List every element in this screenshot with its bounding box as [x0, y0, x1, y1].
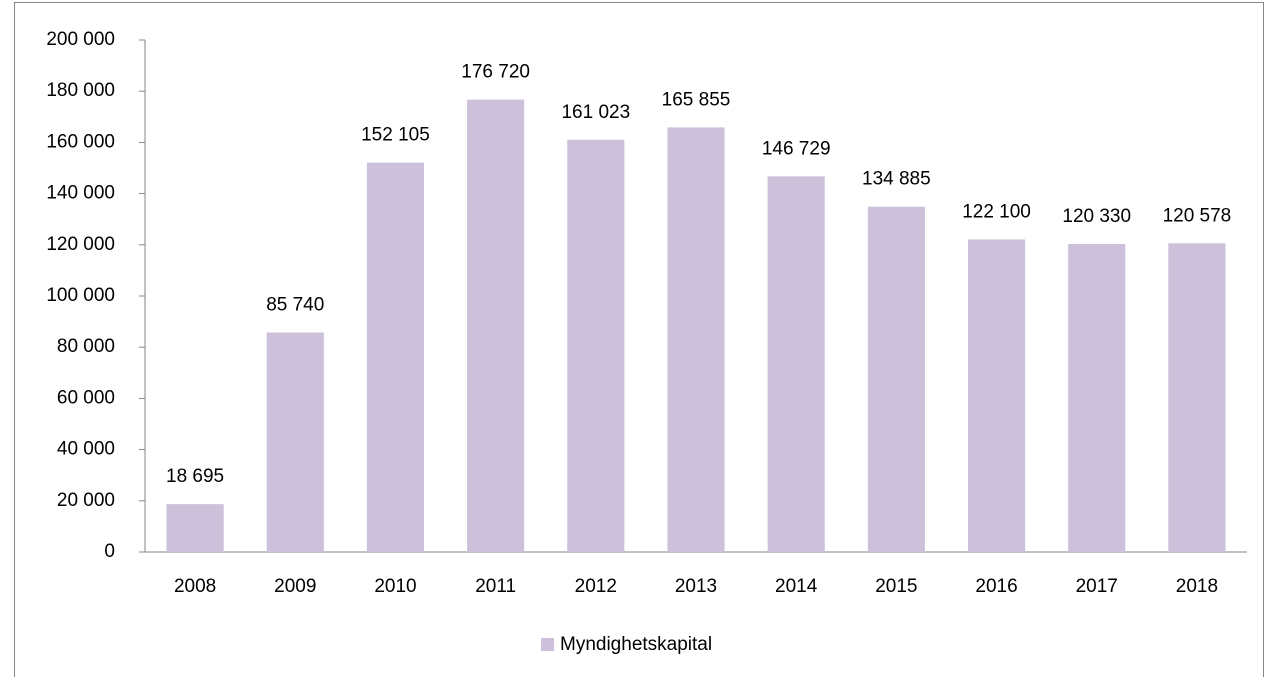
data-label: 165 855: [662, 89, 731, 110]
y-tick-label: 100 000: [46, 285, 115, 306]
bar: [967, 239, 1026, 552]
data-label: 134 885: [862, 169, 931, 190]
bar: [266, 332, 324, 552]
x-tick-label: 2010: [374, 576, 416, 597]
bar: [366, 162, 425, 552]
data-label: 152 105: [361, 125, 430, 146]
y-tick-label: 200 000: [46, 29, 115, 50]
data-label: 122 100: [962, 201, 1031, 222]
data-label: 120 578: [1163, 205, 1232, 226]
y-tick-label: 140 000: [46, 183, 115, 204]
chart-frame: [14, 2, 1264, 677]
bar: [767, 176, 825, 552]
x-tick-label: 2014: [775, 576, 818, 597]
data-label: 146 729: [762, 138, 831, 159]
x-tick-label: 2015: [875, 576, 917, 597]
bar: [667, 127, 725, 553]
bar: [1068, 243, 1126, 552]
x-tick-label: 2017: [1076, 576, 1118, 597]
x-tick-label: 2013: [675, 576, 717, 597]
bar: [1168, 243, 1226, 552]
x-tick-label: 2012: [575, 576, 617, 597]
y-tick-label: 20 000: [57, 490, 115, 511]
y-tick-label: 40 000: [57, 439, 115, 460]
bar: [567, 139, 625, 552]
y-tick-label: 80 000: [57, 336, 115, 357]
bar: [467, 99, 525, 552]
x-tick-label: 2016: [975, 576, 1017, 597]
y-tick-label: 120 000: [46, 234, 115, 255]
y-tick-label: 0: [104, 541, 115, 562]
legend-swatch: [541, 638, 554, 651]
data-label: 85 740: [266, 295, 324, 316]
x-tick-label: 2008: [174, 576, 216, 597]
y-tick-label: 160 000: [46, 131, 115, 152]
y-tick-label: 180 000: [46, 80, 115, 101]
x-tick-label: 2018: [1176, 576, 1218, 597]
x-tick-label: 2009: [274, 576, 316, 597]
data-label: 161 023: [561, 102, 630, 123]
bar: [867, 206, 925, 552]
x-tick-label: 2011: [475, 576, 516, 597]
legend-label: Myndighetskapital: [560, 634, 712, 655]
data-label: 176 720: [461, 62, 530, 83]
y-tick-label: 60 000: [57, 387, 115, 408]
data-label: 18 695: [166, 466, 224, 487]
data-label: 120 330: [1062, 206, 1131, 227]
bar: [166, 504, 224, 552]
